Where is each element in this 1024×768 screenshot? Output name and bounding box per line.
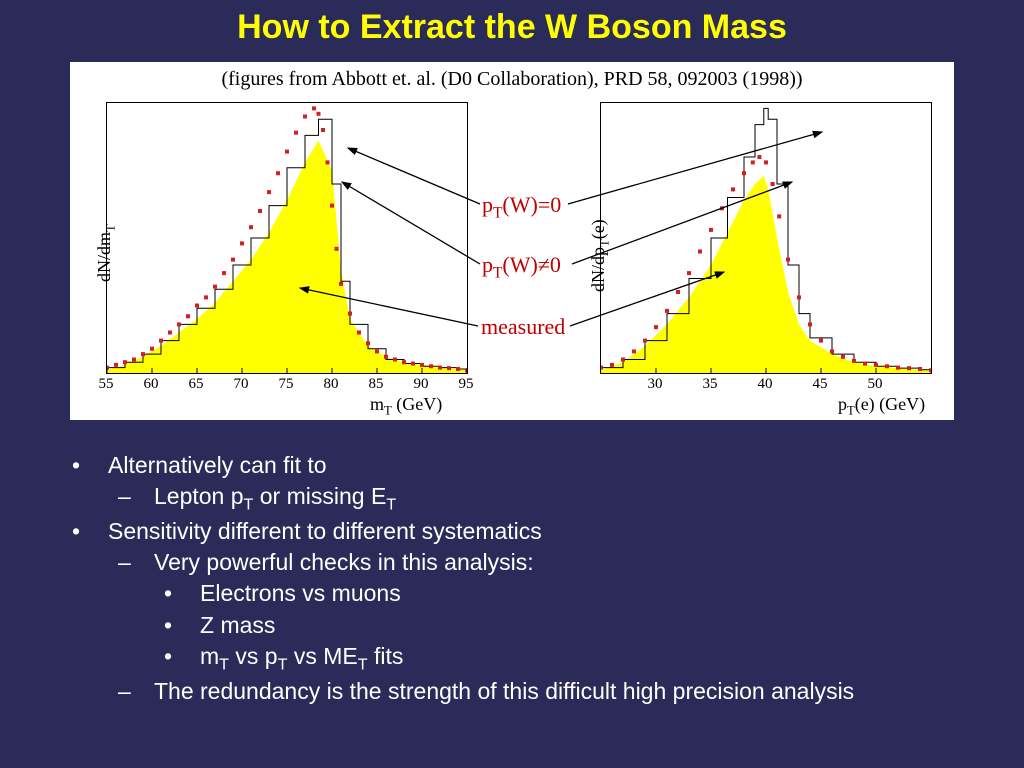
- bullet-2-text: Sensitivity different to different syste…: [108, 516, 542, 547]
- bullets: •Alternatively can fit to –Lepton pT or …: [72, 450, 952, 707]
- bullet-1a: –Lepton pT or missing ET: [118, 481, 952, 516]
- arrows-overlay: [70, 62, 954, 420]
- bullet-2a3-text: mT vs pT vs MET fits: [200, 641, 403, 676]
- bullet-2a2-text: Z mass: [200, 610, 275, 641]
- bullet-2b: –The redundancy is the strength of this …: [118, 676, 952, 707]
- bullet-2: •Sensitivity different to different syst…: [72, 516, 952, 547]
- page-title: How to Extract the W Boson Mass: [0, 8, 1024, 47]
- bullet-2a1-text: Electrons vs muons: [200, 578, 401, 609]
- bullet-2a2: •Z mass: [164, 610, 952, 641]
- bullet-2a3: •mT vs pT vs MET fits: [164, 641, 952, 676]
- bullet-1: •Alternatively can fit to: [72, 450, 952, 481]
- bullet-1a-text: Lepton pT or missing ET: [154, 481, 396, 516]
- slide: How to Extract the W Boson Mass (figures…: [0, 0, 1024, 768]
- bullet-2a: –Very powerful checks in this analysis:: [118, 547, 952, 578]
- bullet-2a-text: Very powerful checks in this analysis:: [154, 547, 534, 578]
- bullet-2a1: •Electrons vs muons: [164, 578, 952, 609]
- bullet-1-text: Alternatively can fit to: [108, 450, 327, 481]
- figure-panel: (figures from Abbott et. al. (D0 Collabo…: [70, 62, 954, 420]
- bullet-2b-text: The redundancy is the strength of this d…: [154, 676, 854, 707]
